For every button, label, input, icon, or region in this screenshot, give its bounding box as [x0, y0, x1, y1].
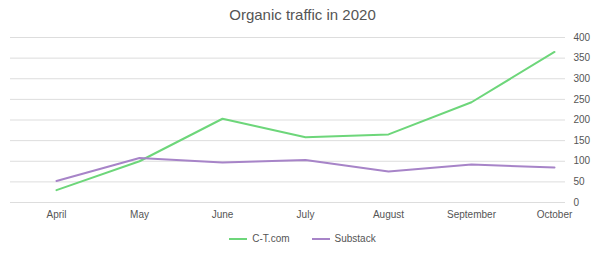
svg-text:August: August — [373, 209, 404, 220]
svg-text:400: 400 — [574, 32, 591, 43]
svg-text:350: 350 — [574, 52, 591, 63]
html-text:Substack: Substack — [334, 233, 376, 244]
svg-text:200: 200 — [574, 114, 591, 125]
html-text:C-T.com: C-T.com — [252, 233, 290, 244]
svg-text:150: 150 — [574, 135, 591, 146]
svg-text:June: June — [212, 209, 234, 220]
svg-text:July: July — [297, 209, 315, 220]
svg-text:May: May — [130, 209, 149, 220]
svg-text:50: 50 — [574, 176, 586, 187]
svg-text:October: October — [537, 209, 573, 220]
svg-text:September: September — [447, 209, 497, 220]
svg-text:300: 300 — [574, 73, 591, 84]
svg-text:100: 100 — [574, 155, 591, 166]
svg-text:250: 250 — [574, 94, 591, 105]
svg-text:0: 0 — [574, 197, 580, 208]
html-text:Organic traffic in 2020: Organic traffic in 2020 — [229, 6, 376, 23]
svg-text:April: April — [46, 209, 66, 220]
